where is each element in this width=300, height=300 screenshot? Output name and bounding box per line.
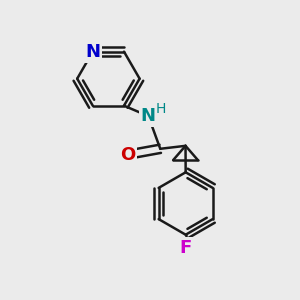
Text: O: O bbox=[120, 146, 135, 164]
Text: H: H bbox=[156, 102, 166, 116]
Text: F: F bbox=[179, 239, 192, 257]
Text: N: N bbox=[85, 43, 100, 61]
Text: N: N bbox=[141, 107, 156, 125]
